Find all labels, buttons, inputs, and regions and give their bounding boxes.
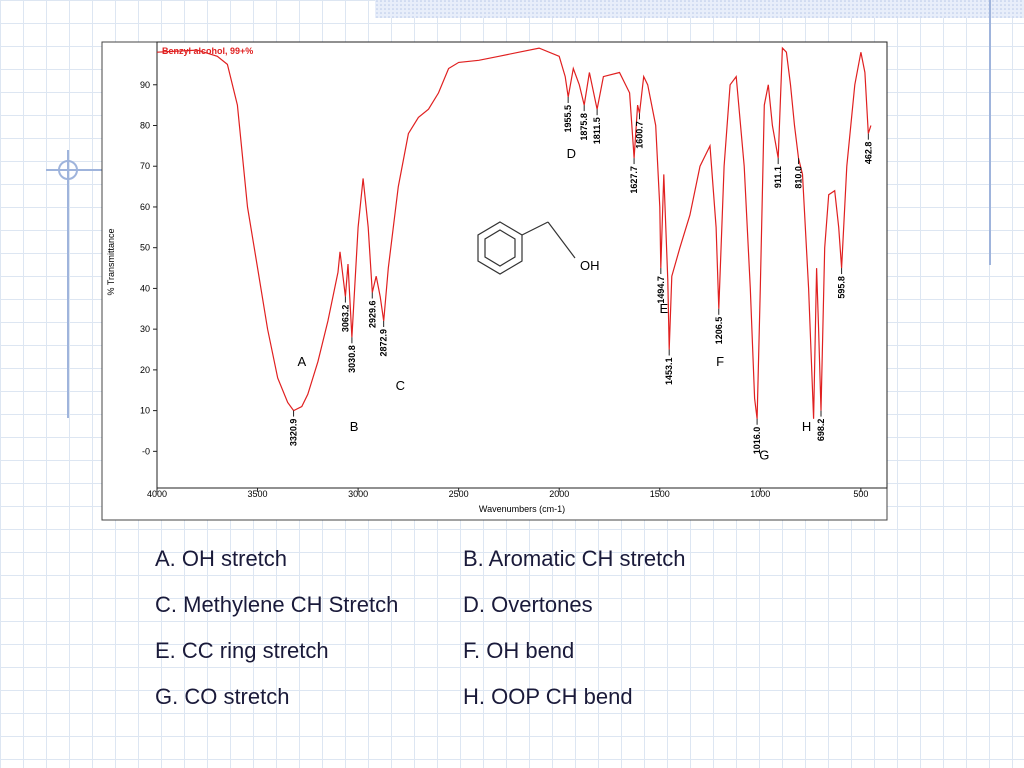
peak-label: 1875.8 (579, 113, 589, 141)
peak-label: 595.8 (837, 276, 847, 299)
region-label: G (759, 447, 769, 462)
region-label: E (659, 301, 668, 316)
y-tick-label: 20 (140, 365, 150, 375)
peak-label: 2872.9 (379, 329, 389, 357)
peak-label: 698.2 (816, 419, 826, 442)
legend-item: A. OH stretch (155, 546, 288, 571)
region-label: A (297, 354, 306, 369)
y-tick-label: 10 (140, 406, 150, 416)
spectrum-line (156, 46, 872, 419)
peak-label: 462.8 (863, 142, 873, 165)
chart-title: Benzyl alcohol, 99+% (162, 46, 253, 56)
y-tick-label: 90 (140, 80, 150, 90)
peak-label: 1955.5 (563, 105, 573, 133)
plot-frame (156, 41, 888, 489)
region-label: F (716, 354, 724, 369)
peak-label: 1627.7 (629, 166, 639, 194)
y-tick-label: 70 (140, 161, 150, 171)
peak-label: 3063.2 (340, 305, 350, 333)
region-label: D (567, 146, 576, 161)
peak-label: 1016.0 (752, 427, 762, 455)
region-label: C (396, 378, 405, 393)
y-tick-label: 80 (140, 120, 150, 130)
y-tick-label: 30 (140, 324, 150, 334)
peak-label: 3030.8 (347, 345, 357, 373)
x-tick-label: 1000 (750, 489, 770, 499)
legend-item: G. CO stretch (155, 684, 290, 709)
peak-label: 1206.5 (714, 317, 724, 345)
legend-item: C. Methylene CH Stretch (155, 592, 399, 617)
y-tick-label: -0 (142, 446, 150, 456)
x-tick-label: 4000 (147, 489, 167, 499)
peak-label: 1494.7 (656, 276, 666, 304)
peak-label: 2929.6 (367, 300, 377, 328)
legend-item: H. OOP CH bend (463, 684, 633, 709)
structure-label: OH (580, 258, 600, 273)
y-tick-label: 50 (140, 243, 150, 253)
x-tick-label: 2000 (549, 489, 569, 499)
legend-item: F. OH bend (463, 638, 575, 663)
legend-item: D. Overtones (463, 592, 593, 617)
x-axis-label: Wavenumbers (cm-1) (479, 504, 565, 514)
peak-label: 1600.7 (635, 121, 645, 149)
structure (477, 221, 576, 275)
deco-circle (58, 160, 78, 180)
chart-box (101, 41, 888, 521)
peak-label: 810.0 (794, 166, 804, 189)
peak-label: 911.1 (773, 166, 783, 188)
peak-label: 3320.9 (289, 419, 299, 447)
peak-label: 1453.1 (664, 358, 674, 386)
y-tick-label: 40 (140, 283, 150, 293)
peak-label: 1811.5 (592, 117, 602, 144)
x-tick-label: 500 (853, 489, 868, 499)
x-tick-label: 3500 (248, 489, 268, 499)
region-label: H (802, 419, 811, 434)
top-bar (375, 0, 1024, 18)
y-axis-label: % Transmittance (106, 228, 116, 295)
x-tick-label: 2500 (449, 489, 469, 499)
x-tick-label: 3000 (348, 489, 368, 499)
x-tick-label: 1500 (650, 489, 670, 499)
region-label: B (350, 419, 359, 434)
y-tick-label: 60 (140, 202, 150, 212)
legend-item: B. Aromatic CH stretch (463, 546, 686, 571)
legend-item: E. CC ring stretch (155, 638, 329, 663)
